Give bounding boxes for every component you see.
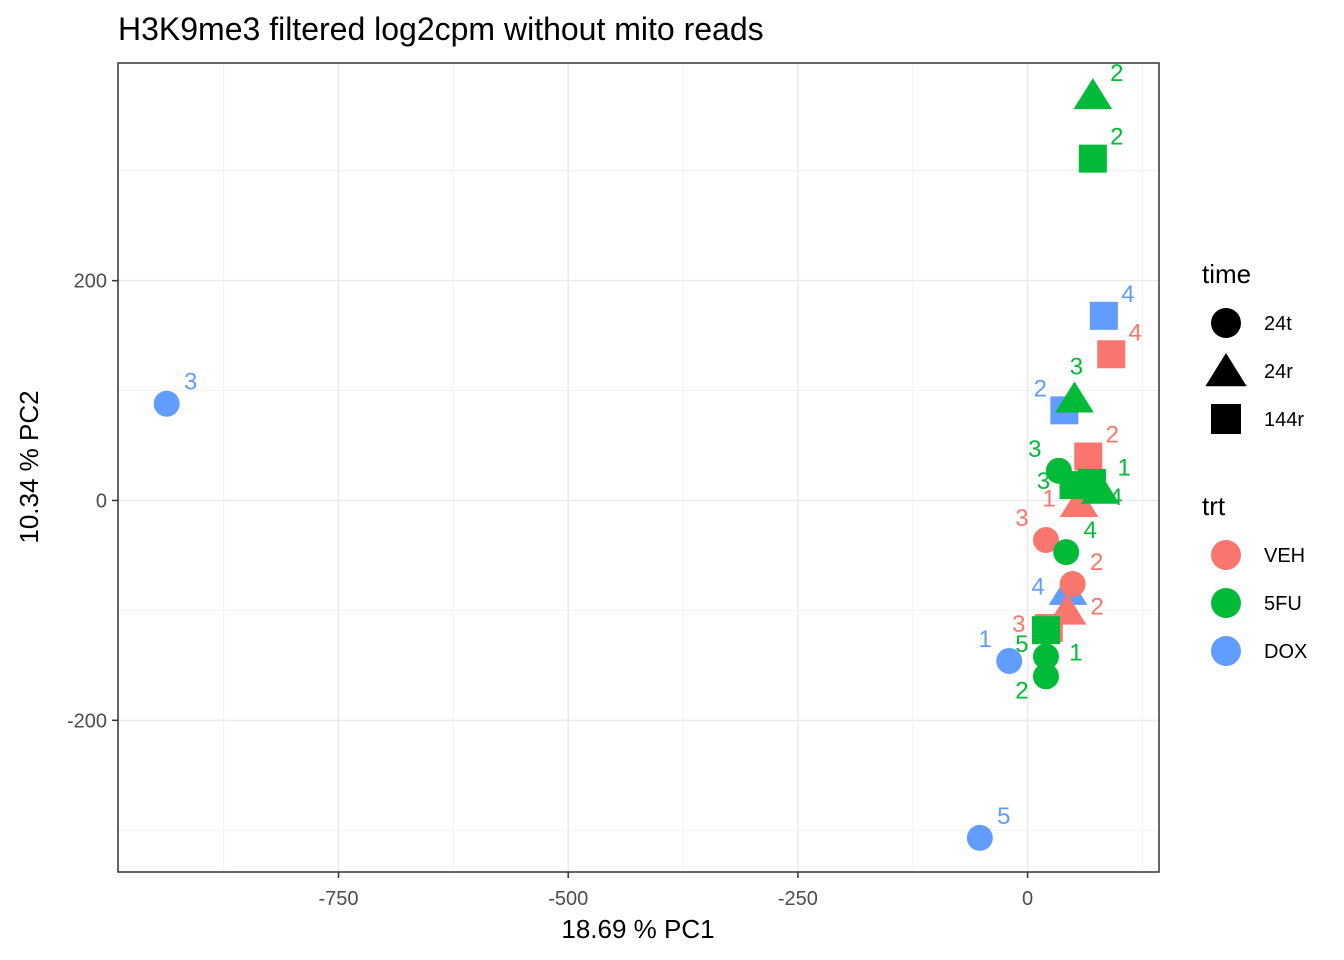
point-5fu-24r-2	[1073, 78, 1113, 110]
legend-key-24t	[1211, 308, 1241, 338]
point-dox-24t-5	[966, 824, 993, 851]
y-axis-title: 10.34 % PC2	[14, 390, 44, 543]
point-label: 1	[1118, 454, 1131, 481]
x-tick-label: -250	[778, 888, 818, 910]
y-tick-label: 200	[74, 271, 107, 293]
point-label: 1	[1069, 640, 1082, 667]
legend-title-trt: trt	[1202, 491, 1226, 521]
point-veh-24t-3	[1032, 527, 1059, 554]
point-label: 2	[1110, 124, 1123, 151]
y-tick-label: -200	[67, 710, 107, 732]
axes: -750 -500 -250 0 -200 0 200	[67, 62, 1160, 910]
point-label: 2	[1110, 60, 1123, 87]
legend-title-time: time	[1202, 259, 1251, 289]
point-5fu-144r-2	[1078, 144, 1107, 173]
legend: time 24t 24r 144r trt VEH 5FU DOX	[1202, 259, 1307, 666]
point-label: 3	[1070, 353, 1083, 380]
point-label: 2	[1034, 375, 1047, 402]
x-tick-label: -750	[318, 888, 358, 910]
legend-label-24t: 24t	[1264, 313, 1292, 335]
legend-key-DOX	[1211, 636, 1241, 666]
point-label: 5	[997, 803, 1010, 830]
point-label: 3	[1028, 436, 1041, 463]
legend-key-144r	[1211, 404, 1241, 434]
x-tick-label: -500	[548, 888, 588, 910]
point-label: 4	[1084, 517, 1097, 544]
point-label: 3	[1012, 611, 1025, 638]
point-veh-144r-4	[1097, 340, 1126, 369]
point-5fu-144r-5	[1031, 616, 1060, 645]
point-label: 4	[1129, 319, 1142, 346]
legend-label-24r: 24r	[1264, 361, 1293, 383]
point-label: 2	[1015, 677, 1028, 704]
point-dox-144r-4	[1089, 301, 1118, 330]
point-label: 4	[1031, 574, 1044, 601]
grid	[118, 63, 1159, 872]
point-dox-24t-3	[153, 390, 180, 417]
point-label: 3	[1015, 505, 1028, 532]
point-label: 1	[1042, 486, 1055, 513]
plot-panel	[118, 63, 1159, 872]
point-5fu-24t-1	[1032, 643, 1059, 670]
point-5fu-24r-3	[1055, 381, 1094, 413]
point-label: 2	[1090, 549, 1103, 576]
legend-key-24r	[1205, 353, 1247, 387]
point-label: 4	[1121, 281, 1134, 308]
point-5fu-24t-4	[1053, 539, 1080, 566]
y-tick-label: 0	[96, 490, 107, 512]
point-label: 4	[1109, 484, 1122, 511]
point-5fu-144r-3	[1059, 471, 1088, 500]
x-axis-title: 18.69 % PC1	[561, 914, 714, 944]
legend-label-144r: 144r	[1264, 409, 1304, 431]
points-layer	[153, 78, 1126, 851]
x-tick-label: 0	[1022, 888, 1033, 910]
legend-label-5FU: 5FU	[1264, 593, 1302, 615]
legend-label-DOX: DOX	[1264, 641, 1307, 663]
point-veh-24r-1	[1059, 485, 1099, 517]
point-label: 5	[1015, 631, 1028, 658]
point-veh-24t-2	[1059, 571, 1086, 598]
chart-title: H3K9me3 filtered log2cpm without mito re…	[118, 11, 764, 47]
point-veh-144r-2	[1074, 442, 1103, 471]
point-label: 3	[1037, 468, 1050, 495]
point-label: 2	[1090, 593, 1103, 620]
point-dox-24t-1	[996, 647, 1023, 674]
point-label: 1	[979, 626, 992, 653]
point-label: 2	[1106, 422, 1119, 449]
point-5fu-24t-2	[1032, 663, 1059, 690]
legend-key-VEH	[1211, 540, 1241, 570]
legend-label-VEH: VEH	[1264, 545, 1305, 567]
point-label: 3	[184, 369, 197, 396]
panel-border	[117, 62, 1160, 873]
legend-key-5FU	[1211, 588, 1241, 618]
